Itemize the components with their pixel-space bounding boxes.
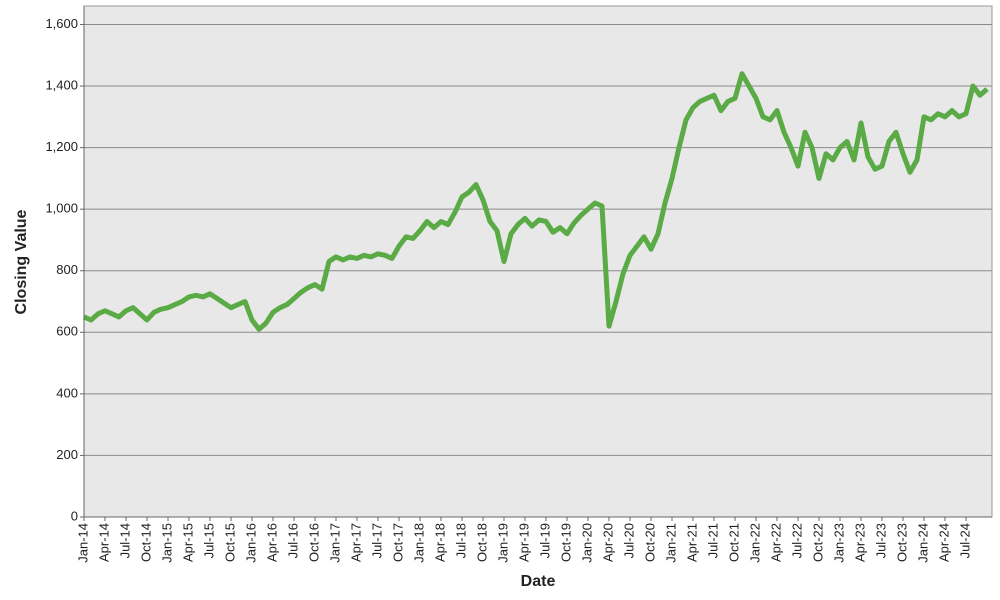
x-tick-label: Apr-23: [852, 523, 867, 562]
x-tick-label: Apr-16: [264, 523, 279, 562]
x-tick-label: Apr-21: [684, 523, 699, 562]
x-tick-label: Jan-21: [663, 523, 678, 563]
y-axis-title: Closing Value: [13, 209, 30, 314]
y-tick-label: 400: [56, 385, 78, 400]
x-tick-label: Jan-14: [75, 523, 90, 563]
x-tick-label: Jan-24: [915, 523, 930, 563]
x-tick-label: Oct-17: [390, 523, 405, 562]
x-tick-label: Jan-20: [579, 523, 594, 563]
x-tick-label: Apr-17: [348, 523, 363, 562]
x-tick-label: Jul-17: [369, 523, 384, 558]
x-tick-label: Jan-16: [243, 523, 258, 563]
x-tick-label: Jul-20: [621, 523, 636, 558]
x-tick-label: Jan-17: [327, 523, 342, 563]
x-tick-label: Jan-23: [831, 523, 846, 563]
x-tick-label: Jul-19: [537, 523, 552, 558]
x-tick-label: Oct-18: [474, 523, 489, 562]
x-tick-label: Jan-19: [495, 523, 510, 563]
x-tick-label: Oct-15: [222, 523, 237, 562]
x-tick-label: Apr-22: [768, 523, 783, 562]
x-tick-label: Jul-23: [873, 523, 888, 558]
x-tick-label: Apr-24: [936, 523, 951, 562]
x-tick-label: Apr-14: [96, 523, 111, 562]
y-tick-label: 1,400: [45, 77, 78, 92]
x-tick-label: Jul-15: [201, 523, 216, 558]
x-tick-label: Apr-15: [180, 523, 195, 562]
x-tick-label: Jul-14: [117, 523, 132, 558]
x-tick-label: Jan-15: [159, 523, 174, 563]
y-tick-label: 200: [56, 447, 78, 462]
x-tick-label: Jul-22: [789, 523, 804, 558]
x-tick-label: Jul-21: [705, 523, 720, 558]
y-tick-label: 1,000: [45, 201, 78, 216]
x-tick-label: Oct-19: [558, 523, 573, 562]
x-tick-label: Oct-22: [810, 523, 825, 562]
plot-area: [83, 5, 993, 518]
y-tick-label: 800: [56, 262, 78, 277]
x-tick-label: Apr-18: [432, 523, 447, 562]
line: [82, 71, 989, 332]
x-tick-label: Oct-23: [894, 523, 909, 562]
y-tick-label: 1,200: [45, 139, 78, 154]
x-tick-label: Oct-14: [138, 523, 153, 562]
y-tick-label: 600: [56, 324, 78, 339]
y-tick-label: 1,600: [45, 16, 78, 31]
x-tick-label: Oct-16: [306, 523, 321, 562]
x-tick-label: Jul-24: [957, 523, 972, 558]
x-tick-label: Apr-19: [516, 523, 531, 562]
x-tick-label: Jan-18: [411, 523, 426, 563]
y-tick-label: 0: [71, 508, 78, 523]
x-tick-label: Apr-20: [600, 523, 615, 562]
x-tick-label: Oct-20: [642, 523, 657, 562]
x-tick-label: Jan-22: [747, 523, 762, 563]
x-axis-title: Date: [521, 573, 556, 590]
x-tick-label: Oct-21: [726, 523, 741, 562]
x-tick-label: Jul-16: [285, 523, 300, 558]
x-tick-label: Jul-18: [453, 523, 468, 558]
